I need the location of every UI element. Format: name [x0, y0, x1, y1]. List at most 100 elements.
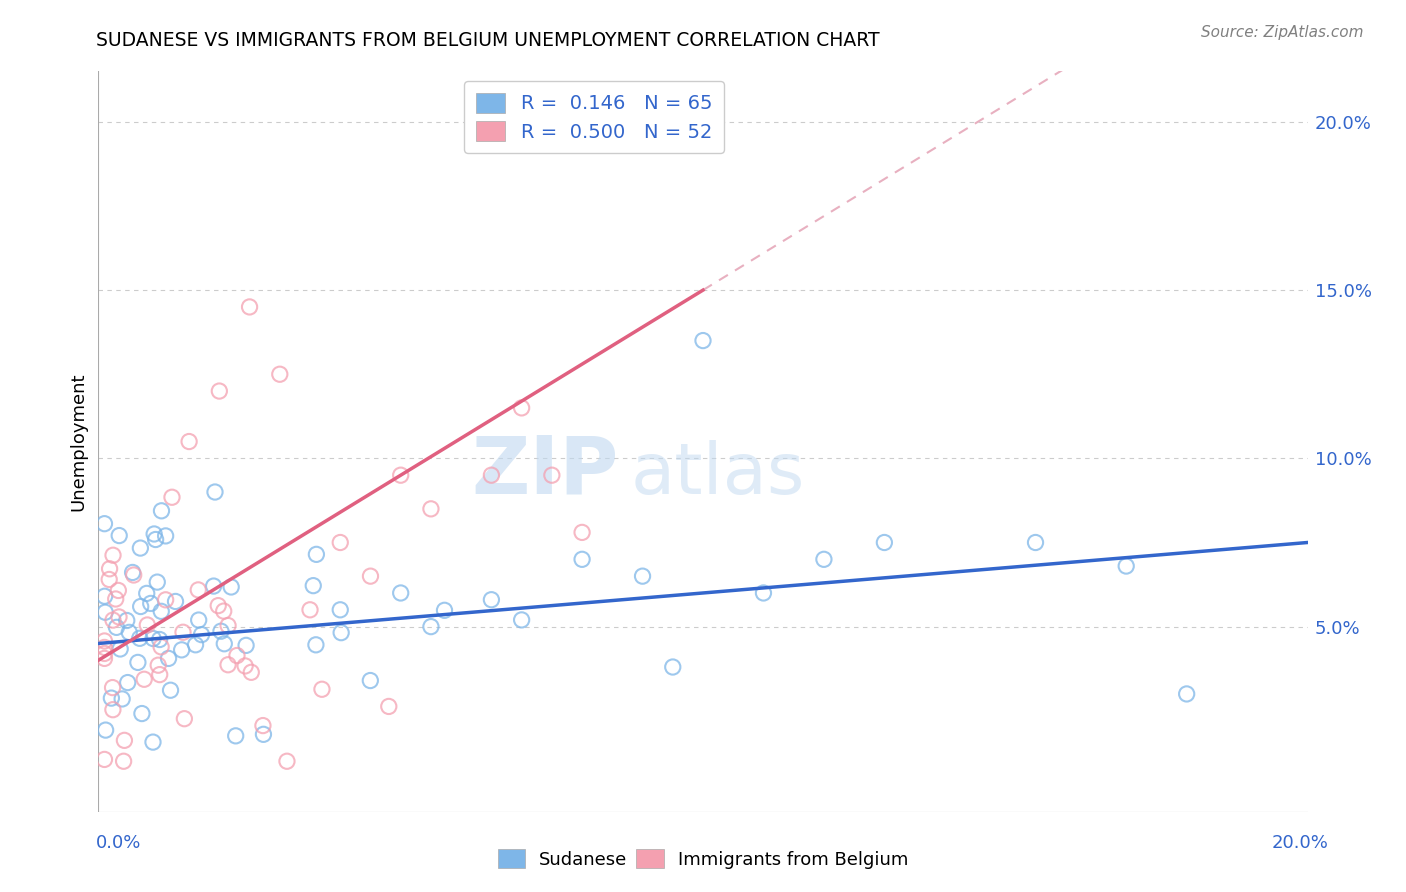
Point	[420, 501, 443, 516]
Point	[661, 660, 683, 674]
Text: 20.0%: 20.0%	[1272, 834, 1329, 852]
Point	[98, 573, 121, 587]
Point	[150, 604, 173, 618]
Point	[129, 599, 152, 614]
Point	[94, 723, 117, 738]
Point	[115, 614, 138, 628]
Point	[150, 640, 173, 654]
Point	[184, 638, 207, 652]
Point	[93, 647, 115, 661]
Point	[1115, 559, 1137, 574]
Point	[389, 586, 412, 600]
Point	[149, 667, 172, 681]
Text: ZIP: ZIP	[471, 432, 619, 510]
Point	[93, 516, 115, 531]
Point	[631, 569, 654, 583]
Point	[305, 547, 328, 561]
Point	[150, 504, 173, 518]
Point	[217, 657, 239, 672]
Point	[135, 586, 157, 600]
Point	[602, 131, 624, 145]
Point	[202, 579, 225, 593]
Point	[145, 533, 167, 547]
Text: 0.0%: 0.0%	[96, 834, 141, 852]
Point	[142, 632, 165, 646]
Point	[305, 638, 328, 652]
Point	[378, 699, 401, 714]
Point	[239, 300, 262, 314]
Point	[142, 735, 165, 749]
Point	[118, 625, 141, 640]
Point	[98, 562, 121, 576]
Point	[329, 603, 352, 617]
Point	[240, 665, 263, 680]
Legend: R =  0.146   N = 65, R =  0.500   N = 52: R = 0.146 N = 65, R = 0.500 N = 52	[464, 81, 724, 153]
Point	[1024, 535, 1046, 549]
Point	[433, 603, 456, 617]
Point	[112, 733, 135, 747]
Point	[101, 613, 124, 627]
Text: Source: ZipAtlas.com: Source: ZipAtlas.com	[1201, 25, 1364, 40]
Point	[93, 640, 115, 655]
Text: atlas: atlas	[630, 441, 804, 509]
Point	[214, 637, 236, 651]
Point	[128, 632, 150, 646]
Point	[160, 490, 183, 504]
Point	[172, 625, 194, 640]
Point	[155, 592, 177, 607]
Point	[139, 596, 162, 610]
Point	[143, 527, 166, 541]
Point	[204, 485, 226, 500]
Point	[108, 610, 131, 624]
Point	[190, 627, 212, 641]
Point	[420, 619, 443, 633]
Point	[149, 632, 172, 647]
Point	[269, 368, 291, 382]
Point	[873, 535, 896, 549]
Point	[510, 613, 533, 627]
Point	[129, 541, 152, 555]
Point	[134, 673, 156, 687]
Text: SUDANESE VS IMMIGRANTS FROM BELGIUM UNEMPLOYMENT CORRELATION CHART: SUDANESE VS IMMIGRANTS FROM BELGIUM UNEM…	[96, 31, 879, 50]
Point	[159, 683, 181, 698]
Point	[299, 603, 322, 617]
Point	[117, 675, 139, 690]
Point	[226, 648, 249, 663]
Point	[93, 651, 115, 665]
Point	[136, 618, 159, 632]
Point	[212, 604, 235, 618]
Point	[1175, 687, 1198, 701]
Point	[93, 589, 115, 603]
Point	[276, 754, 298, 768]
Point	[330, 625, 353, 640]
Point	[165, 594, 187, 608]
Y-axis label: Unemployment: Unemployment	[69, 372, 87, 511]
Point	[107, 583, 129, 598]
Point	[108, 528, 131, 542]
Point	[692, 334, 714, 348]
Point	[101, 548, 124, 562]
Point	[540, 468, 562, 483]
Point	[571, 525, 593, 540]
Point	[100, 691, 122, 706]
Point	[359, 673, 381, 688]
Point	[207, 599, 229, 613]
Point	[311, 682, 333, 697]
Point	[101, 703, 124, 717]
Point	[752, 586, 775, 600]
Point	[170, 643, 193, 657]
Point	[225, 729, 247, 743]
Point	[481, 468, 503, 483]
Point	[389, 468, 412, 483]
Point	[329, 535, 352, 549]
Point	[233, 659, 256, 673]
Point	[105, 620, 128, 634]
Point	[93, 752, 115, 766]
Point	[122, 568, 145, 582]
Point	[571, 552, 593, 566]
Point	[219, 580, 242, 594]
Point	[481, 592, 503, 607]
Point	[217, 618, 239, 632]
Point	[510, 401, 533, 415]
Point	[187, 613, 209, 627]
